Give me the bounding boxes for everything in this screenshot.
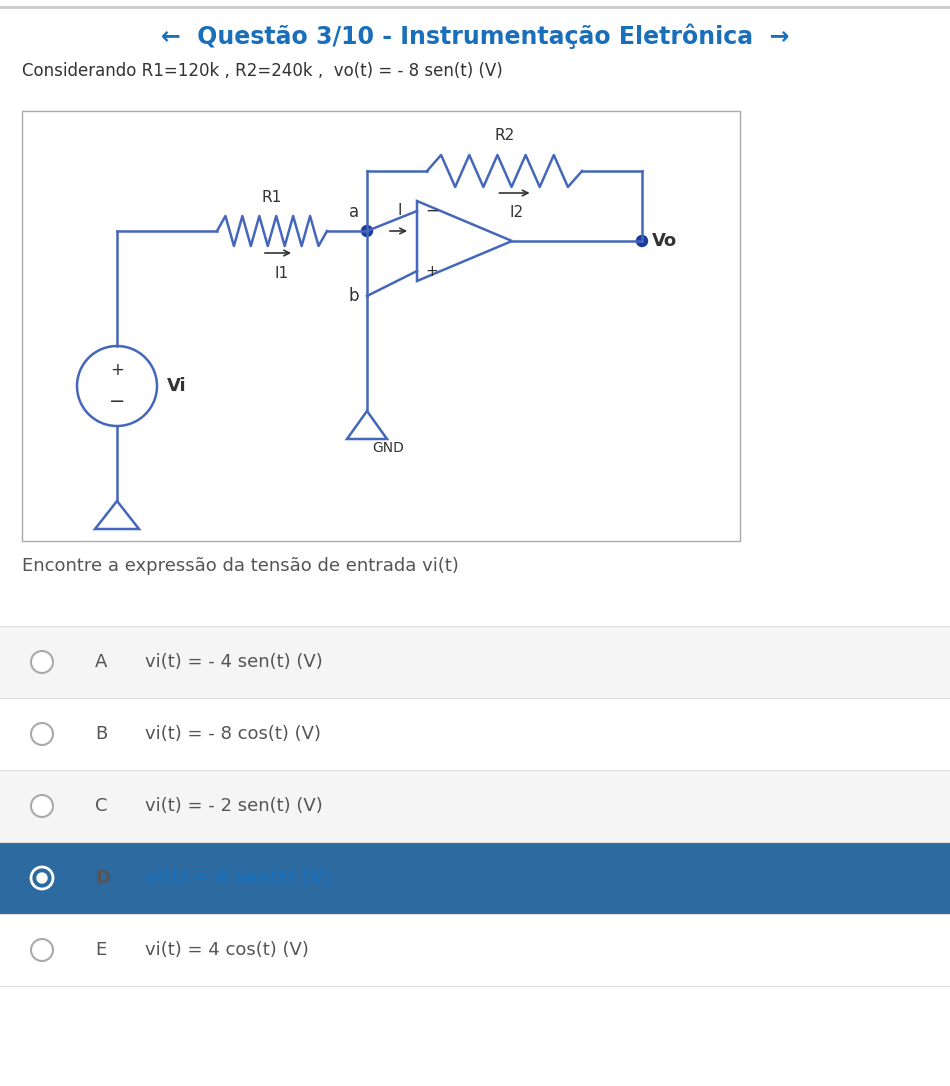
- Bar: [0, 770, 950, 842]
- Text: A: A: [95, 653, 107, 671]
- Text: I1: I1: [275, 266, 289, 281]
- Bar: [0, 626, 950, 698]
- Text: Encontre a expressão da tensão de entrada vi(t): Encontre a expressão da tensão de entrad…: [22, 557, 459, 574]
- Text: Considerando R1=120k , R2=240k ,  vo(t) = - 8 sen(t) (V): Considerando R1=120k , R2=240k , vo(t) =…: [22, 62, 503, 80]
- Text: b: b: [349, 287, 359, 305]
- Text: D: D: [95, 869, 110, 887]
- Text: vi(t) = - 8 cos(t) (V): vi(t) = - 8 cos(t) (V): [145, 725, 321, 743]
- Text: +: +: [110, 361, 124, 379]
- Text: Vo: Vo: [652, 232, 677, 250]
- Circle shape: [31, 651, 53, 673]
- Text: −: −: [425, 202, 439, 220]
- Circle shape: [37, 873, 47, 883]
- Bar: [0, 914, 950, 986]
- Text: a: a: [349, 203, 359, 220]
- Text: vi(t) = - 4 sen(t) (V): vi(t) = - 4 sen(t) (V): [145, 653, 323, 671]
- Bar: [0, 698, 950, 770]
- Text: vi(t) = 4 sen(t) (V): vi(t) = 4 sen(t) (V): [145, 869, 332, 887]
- Text: GND: GND: [372, 441, 404, 455]
- Text: vi(t) = 4 cos(t) (V): vi(t) = 4 cos(t) (V): [145, 940, 309, 959]
- Circle shape: [636, 236, 648, 247]
- Text: I: I: [398, 203, 402, 218]
- Text: −: −: [109, 392, 125, 412]
- Text: ←  Questão 3/10 - Instrumentação Eletrônica  →: ← Questão 3/10 - Instrumentação Eletrôni…: [161, 23, 789, 49]
- Text: Vi: Vi: [167, 377, 186, 395]
- Bar: [0, 842, 950, 914]
- Text: R1: R1: [262, 190, 282, 205]
- Text: E: E: [95, 940, 106, 959]
- Text: C: C: [95, 797, 107, 814]
- Text: +: +: [425, 264, 438, 278]
- Text: vi(t) = - 2 sen(t) (V): vi(t) = - 2 sen(t) (V): [145, 797, 323, 814]
- Circle shape: [31, 795, 53, 817]
- Bar: [22, 111, 740, 541]
- Text: I2: I2: [509, 205, 523, 220]
- Text: R2: R2: [494, 128, 515, 143]
- Text: B: B: [95, 725, 107, 743]
- Circle shape: [362, 226, 372, 237]
- Circle shape: [31, 723, 53, 745]
- Circle shape: [31, 867, 53, 889]
- Circle shape: [31, 939, 53, 961]
